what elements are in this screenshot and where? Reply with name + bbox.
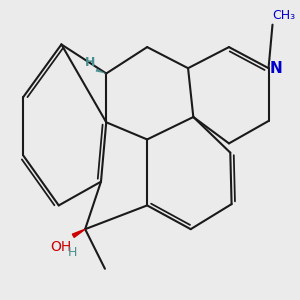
Text: N: N bbox=[270, 61, 283, 76]
Text: CH₃: CH₃ bbox=[272, 9, 296, 22]
Polygon shape bbox=[72, 229, 85, 237]
Text: H: H bbox=[67, 246, 76, 259]
Text: H: H bbox=[85, 56, 95, 69]
Text: OH: OH bbox=[50, 240, 71, 254]
